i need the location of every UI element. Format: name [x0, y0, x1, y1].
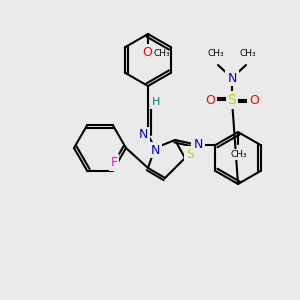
Text: S: S [186, 148, 194, 160]
Text: N: N [193, 139, 203, 152]
Text: N: N [138, 128, 148, 142]
Text: O: O [142, 46, 152, 59]
Text: F: F [110, 156, 118, 169]
Text: CH₃: CH₃ [240, 49, 256, 58]
Text: N: N [150, 143, 160, 157]
Text: CH₃: CH₃ [208, 49, 224, 58]
Text: O: O [249, 94, 259, 106]
Text: CH₃: CH₃ [231, 150, 247, 159]
Text: S: S [228, 93, 236, 107]
Text: H: H [152, 97, 160, 107]
Text: O: O [205, 94, 215, 106]
Text: N: N [227, 71, 237, 85]
Text: CH₃: CH₃ [154, 50, 171, 58]
